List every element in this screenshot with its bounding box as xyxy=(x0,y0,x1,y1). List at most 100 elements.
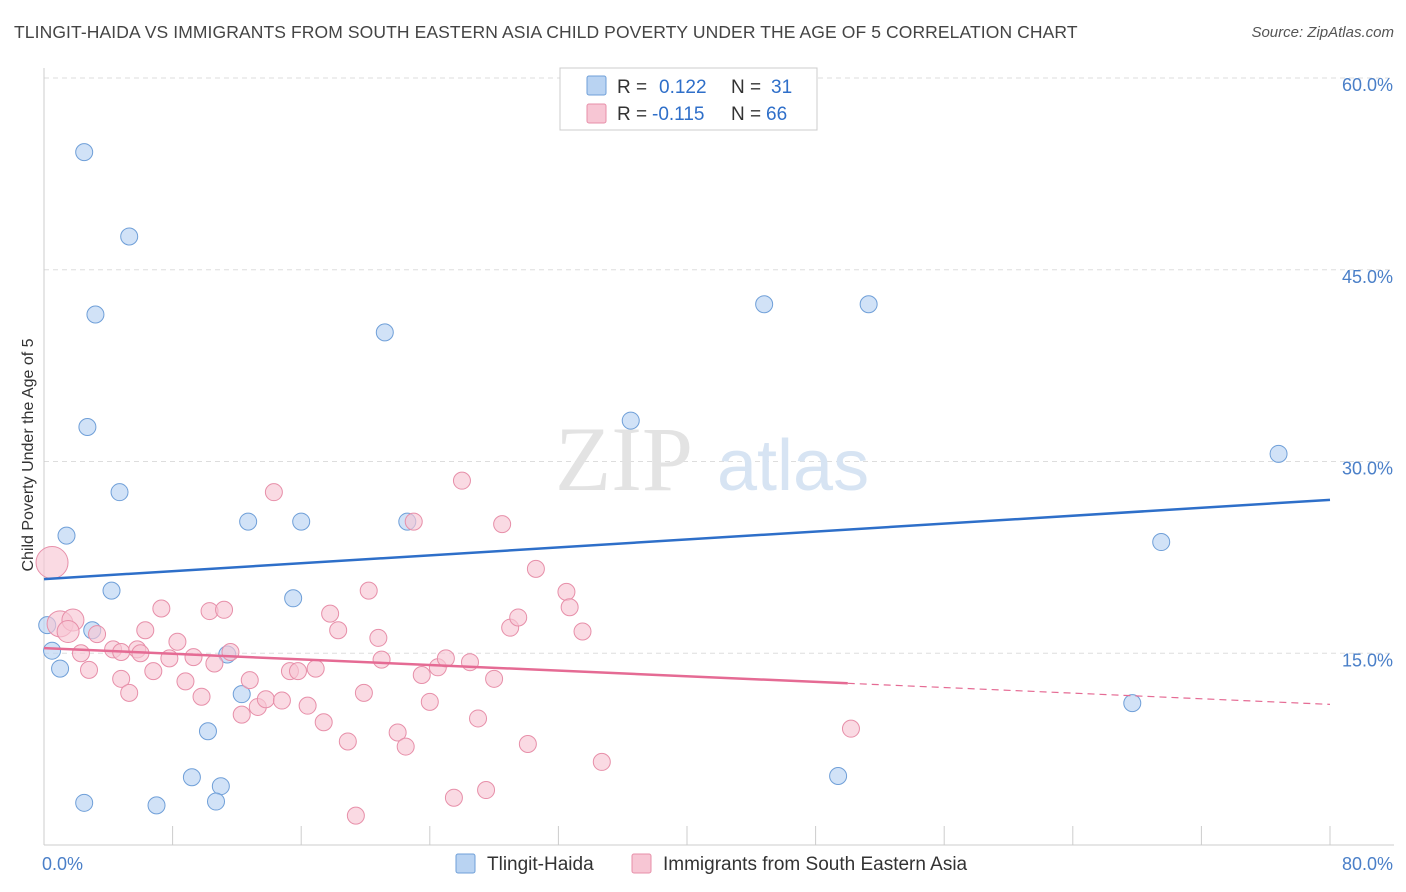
legend-r-value-1: -0.115 xyxy=(652,104,704,125)
series-label-immigrants: Immigrants from South Eastern Asia xyxy=(663,854,968,875)
point-blue-30 xyxy=(829,766,848,785)
point-pink-13 xyxy=(136,621,155,640)
legend-r-label-0: R = xyxy=(617,77,647,98)
trend-line-pink-extension xyxy=(847,682,1331,705)
point-pink-34 xyxy=(306,659,325,678)
point-pink-48 xyxy=(420,692,439,711)
point-pink-14 xyxy=(144,662,163,681)
point-pink-22 xyxy=(205,654,224,673)
point-pink-33 xyxy=(298,696,317,715)
point-pink-18 xyxy=(176,672,195,691)
point-blue-14 xyxy=(1152,533,1171,552)
point-blue-10 xyxy=(621,411,640,430)
trend-lines xyxy=(43,498,1331,705)
legend: R = 0.122 N = 31 R = -0.115 N = 66 xyxy=(559,67,818,131)
point-pink-42 xyxy=(369,628,388,647)
point-blue-17 xyxy=(51,659,70,678)
grid-lines xyxy=(44,77,1394,654)
series-legend: Tlingit-Haida Immigrants from South East… xyxy=(455,853,968,875)
y-axis-label: Child Poverty Under the Age of 5 xyxy=(20,338,37,571)
point-pink-5 xyxy=(80,660,99,679)
point-blue-26 xyxy=(207,792,226,811)
point-pink-29 xyxy=(264,483,283,502)
trend-line-pink xyxy=(43,646,848,685)
chart-title: TLINGIT-HAIDA VS IMMIGRANTS FROM SOUTH E… xyxy=(14,22,1078,42)
legend-n-value-0: 31 xyxy=(771,77,792,98)
point-pink-15 xyxy=(152,599,171,618)
point-blue-19 xyxy=(102,581,121,600)
point-pink-41 xyxy=(359,581,378,600)
point-pink-66 xyxy=(841,719,860,738)
point-pink-61 xyxy=(526,559,545,578)
point-pink-44 xyxy=(388,723,407,742)
point-blue-24 xyxy=(182,768,201,787)
legend-n-label-0: N = xyxy=(731,77,761,98)
point-pink-40 xyxy=(354,683,373,702)
point-pink-3 xyxy=(56,620,80,644)
watermark: ZIP atlas xyxy=(555,408,869,510)
point-blue-0 xyxy=(75,143,94,162)
point-pink-36 xyxy=(321,604,340,623)
point-blue-8 xyxy=(292,512,311,531)
point-pink-25 xyxy=(232,705,251,724)
legend-n-value-1: 66 xyxy=(766,104,787,125)
point-pink-17 xyxy=(168,632,187,651)
point-pink-51 xyxy=(444,788,463,807)
point-pink-39 xyxy=(346,806,365,825)
legend-n-label-1: N = xyxy=(731,104,761,125)
y-tick-label-30: 30.0% xyxy=(1342,459,1393,479)
legend-r-value-0: 0.122 xyxy=(659,77,707,98)
point-pink-63 xyxy=(560,598,579,617)
point-blue-4 xyxy=(78,417,97,436)
point-pink-37 xyxy=(329,621,348,640)
point-blue-23 xyxy=(198,722,217,741)
x-tick-label-80: 80.0% xyxy=(1342,854,1393,874)
point-pink-6 xyxy=(88,625,107,644)
point-pink-4 xyxy=(71,644,90,663)
point-pink-57 xyxy=(493,515,512,534)
point-blue-20 xyxy=(284,589,303,608)
point-pink-28 xyxy=(256,690,275,709)
point-blue-6 xyxy=(57,526,76,545)
x-tick-label-0: 0.0% xyxy=(42,854,83,874)
point-pink-10 xyxy=(120,683,139,702)
point-blue-3 xyxy=(375,323,394,342)
point-blue-12 xyxy=(859,295,878,314)
point-pink-64 xyxy=(573,622,592,641)
point-pink-43 xyxy=(372,650,391,669)
legend-r-label-1: R = xyxy=(617,104,647,125)
trend-line-blue xyxy=(43,498,1331,581)
y-tick-label-60: 60.0% xyxy=(1342,75,1393,95)
point-blue-5 xyxy=(110,483,129,502)
point-blue-27 xyxy=(75,793,94,812)
legend-swatch-pink xyxy=(586,103,607,124)
point-pink-23 xyxy=(215,600,234,619)
point-pink-19 xyxy=(184,648,203,667)
point-blue-2 xyxy=(86,305,105,324)
axes xyxy=(43,68,1394,846)
point-pink-46 xyxy=(404,512,423,531)
series-label-tlingit-haida: Tlingit-Haida xyxy=(487,854,594,875)
series-swatch-immigrants xyxy=(631,853,652,874)
data-points xyxy=(35,143,1288,825)
point-blue-28 xyxy=(147,796,166,815)
point-blue-25 xyxy=(211,777,230,796)
point-blue-1 xyxy=(120,227,139,246)
point-blue-29 xyxy=(1123,694,1142,713)
point-pink-26 xyxy=(240,671,259,690)
point-pink-52 xyxy=(452,471,471,490)
y-tick-label-15: 15.0% xyxy=(1342,650,1393,670)
watermark-atlas: atlas xyxy=(717,426,869,506)
point-blue-13 xyxy=(1269,444,1288,463)
point-pink-60 xyxy=(518,735,537,754)
point-pink-56 xyxy=(485,669,504,688)
point-blue-16 xyxy=(43,641,62,660)
legend-swatch-blue xyxy=(586,75,607,96)
point-pink-59 xyxy=(509,608,528,627)
source-credit: Source: ZipAtlas.com xyxy=(1251,24,1394,41)
point-pink-47 xyxy=(412,665,431,684)
point-pink-30 xyxy=(272,691,291,710)
y-tick-label-45: 45.0% xyxy=(1342,267,1393,287)
point-pink-62 xyxy=(557,582,576,601)
